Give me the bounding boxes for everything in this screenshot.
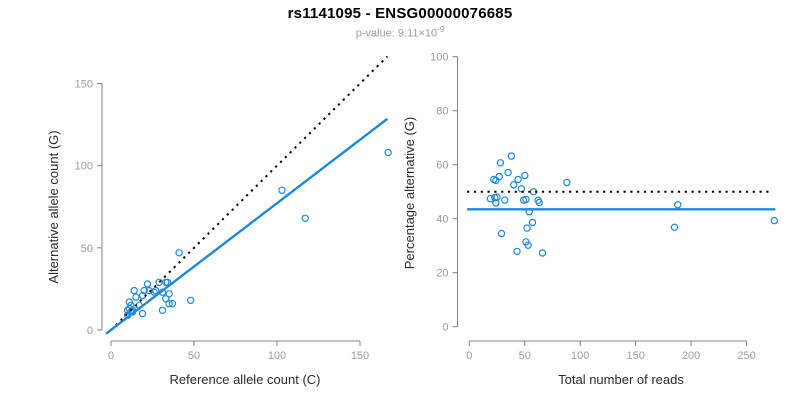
fit-line: [105, 117, 389, 335]
x-tick-label: 0: [108, 350, 114, 362]
left-xaxis-title: Reference allele count (C): [169, 372, 320, 387]
data-point: [165, 290, 173, 298]
data-point: [493, 193, 501, 201]
data-point: [384, 148, 392, 157]
data-point: [168, 300, 177, 308]
x-tick-label: 100: [268, 350, 286, 362]
x-tick-label: 50: [188, 350, 200, 362]
data-point: [670, 223, 679, 231]
x-tick-label: 150: [351, 350, 369, 362]
data-point: [510, 181, 518, 189]
x-tick-label: 150: [626, 350, 644, 362]
data-point: [162, 295, 170, 303]
y-tick-label: 150: [75, 79, 93, 91]
data-point: [501, 196, 509, 204]
data-point: [522, 195, 530, 204]
right-yaxis-title: Percentage alternative (G): [402, 117, 417, 269]
data-point: [486, 194, 495, 203]
right-xaxis-title: Total number of reads: [558, 372, 684, 387]
data-point: [175, 249, 183, 257]
right-plot-content: 0 50 100 150 200 250 0 20 40 60 80 100: [430, 52, 779, 362]
data-point: [143, 280, 152, 288]
x-tick-label: 100: [571, 350, 589, 362]
left-plot-content: 0 50 100 150 0 50 100 150: [75, 55, 392, 362]
data-point: [165, 300, 173, 308]
data-point: [524, 241, 532, 249]
data-point: [155, 278, 163, 286]
data-point: [521, 171, 529, 180]
data-point: [514, 175, 522, 184]
data-point: [535, 198, 543, 207]
y-tick-label: 0: [442, 322, 448, 334]
data-point: [538, 249, 547, 257]
data-point: [127, 301, 135, 310]
data-point: [513, 247, 521, 256]
x-tick-label: 200: [682, 350, 700, 362]
data-point: [770, 216, 779, 225]
y-tick-label: 60: [436, 160, 448, 172]
data-point: [278, 186, 286, 194]
x-tick-label: 0: [466, 350, 472, 362]
data-point: [301, 214, 309, 222]
data-point: [674, 200, 682, 209]
y-tick-label: 100: [430, 52, 448, 64]
data-point: [130, 286, 138, 295]
data-point: [158, 306, 167, 314]
data-point: [504, 168, 512, 177]
left-scatter-plot: 0 50 100 150 0 50 100 150 Reference allele coun…: [46, 55, 392, 387]
data-point: [563, 178, 571, 187]
x-tick-label: 250: [737, 350, 755, 362]
data-point: [186, 296, 195, 305]
x-tick-label: 50: [519, 350, 531, 362]
data-point: [138, 309, 147, 318]
data-point: [497, 229, 506, 238]
y-tick-label: 80: [436, 106, 448, 118]
y-tick-label: 0: [87, 325, 93, 337]
right-scatter-plot: 0 50 100 150 200 250 0 20 40 60 80 100 Total number…: [402, 52, 779, 387]
y-tick-label: 20: [436, 268, 448, 280]
data-point: [495, 172, 503, 181]
data-point: [140, 286, 148, 295]
data-point: [517, 184, 526, 193]
y-tick-label: 100: [75, 161, 93, 173]
left-yaxis-title: Alternative allele count (G): [46, 130, 61, 283]
y-tick-label: 50: [81, 243, 93, 255]
data-point: [496, 159, 505, 167]
y-tick-label: 40: [436, 214, 448, 226]
data-point: [528, 218, 537, 227]
data-point: [523, 224, 531, 232]
data-point: [132, 293, 140, 301]
data-point: [507, 152, 516, 160]
data-point: [150, 288, 158, 296]
data-point: [152, 286, 160, 295]
